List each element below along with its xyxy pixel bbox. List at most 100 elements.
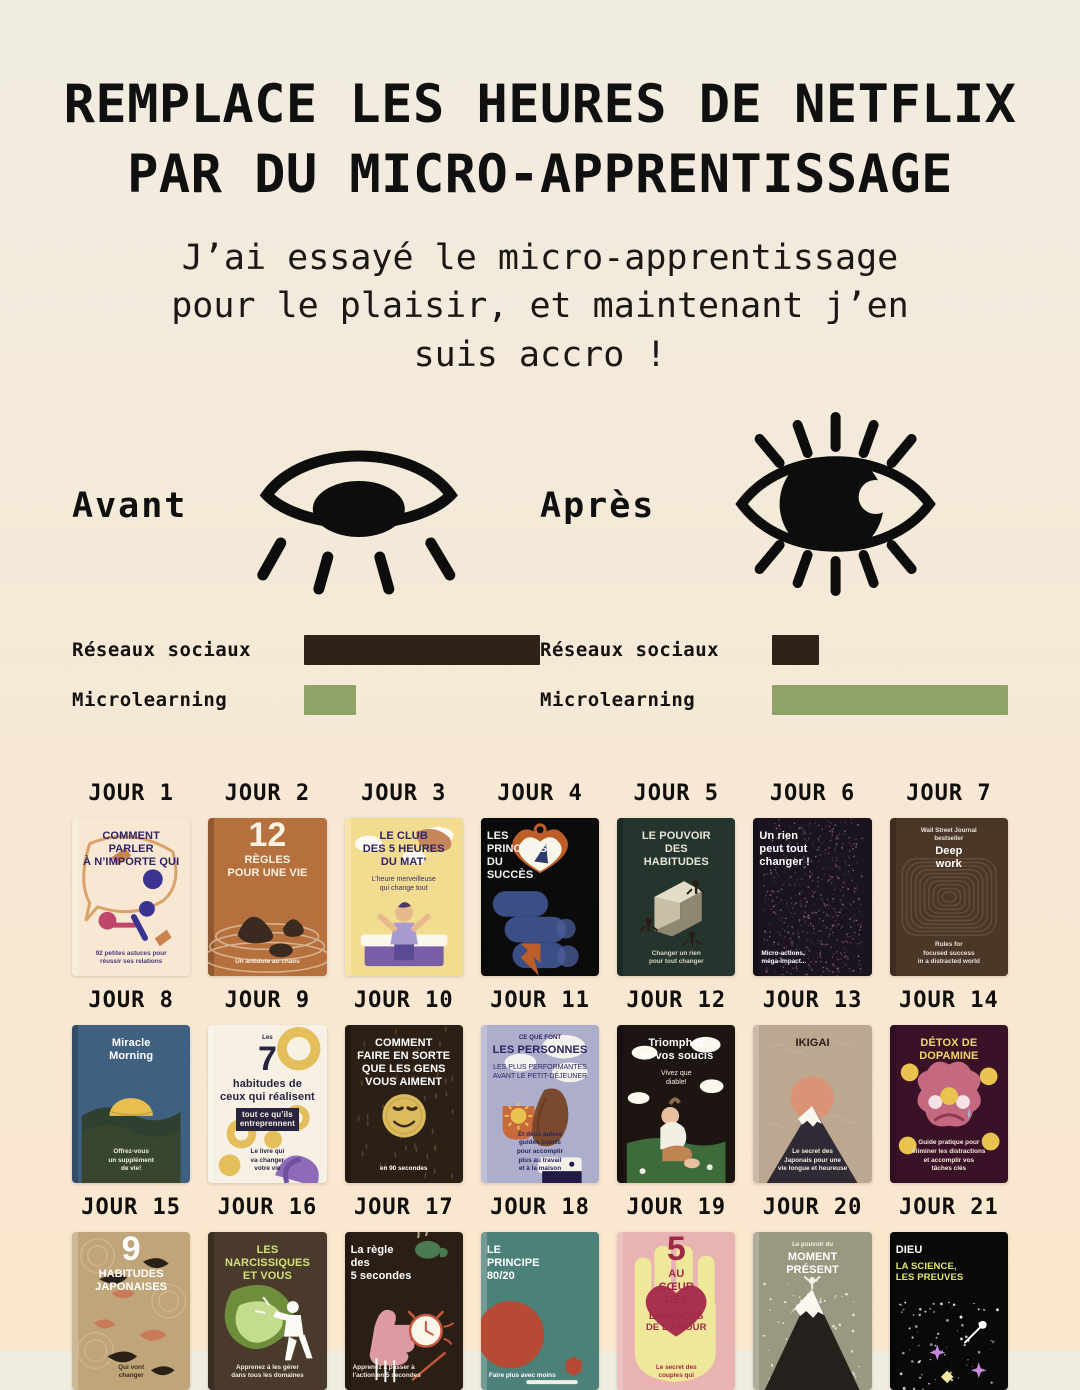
day-label: JOUR 4 xyxy=(481,781,599,806)
book-cover[interactable]: COMMENTFAIRE EN SORTEQUE LES GENSVOUS AI… xyxy=(345,1025,463,1183)
cover-footer: Le secret desJaponais pour unevie longue… xyxy=(753,1148,871,1174)
cover-footer: Faire plus avec moins xyxy=(481,1372,599,1381)
cover-number: 9 xyxy=(72,1232,190,1266)
day-cell: JOUR 11 CE QUE FONT LES PERSONNESLES PLUS… xyxy=(481,976,599,1183)
day-label: JOUR 17 xyxy=(345,1195,463,1220)
cover-eyebrow: Wall Street Journalbestseller xyxy=(913,827,985,843)
day-cell: JOUR 13 IKIGAILe secret desJaponais pour… xyxy=(753,976,871,1183)
day-label: JOUR 14 xyxy=(890,988,1008,1013)
before-after-comparison: Avant Après xyxy=(0,401,1080,611)
bar-row: Microlearning xyxy=(540,675,1008,725)
cover-footer: Offrez-vousun supplémentde vie! xyxy=(72,1148,190,1174)
day-label: JOUR 13 xyxy=(753,988,871,1013)
bar-row: Microlearning xyxy=(72,675,540,725)
day-cell: JOUR 159 HABITUDESJAPONAISESQui vontchan… xyxy=(72,1183,190,1390)
cover-title: COMMENTPARLERÀ N’IMPORTE QUI xyxy=(72,818,190,869)
subheadline-line-3: suis accro ! xyxy=(60,331,1020,379)
book-cover[interactable]: DIEU LA SCIENCE,LES PREUVES xyxy=(890,1232,1008,1390)
book-cover[interactable]: 12 RÈGLESPOUR UNE VIEUn antidote au chao… xyxy=(208,818,326,976)
book-cover[interactable]: Triomphezde vos soucisVivez quediable! xyxy=(617,1025,735,1183)
before-bars: Réseaux sociaux Microlearning xyxy=(72,625,540,725)
cover-footer: Rules forfocused successin a distracted … xyxy=(890,941,1008,967)
book-cover[interactable]: MiracleMorning Offrez-vousun supplémentde… xyxy=(72,1025,190,1183)
page-subheadline: J’ai essayé le micro-apprentissage pour … xyxy=(0,234,1080,379)
book-cover[interactable]: 5 AUCŒURDES LANGAGESDE L’AMOURLe secret … xyxy=(617,1232,735,1390)
bar-row: Réseaux sociaux xyxy=(72,625,540,675)
sleepy-eye-icon xyxy=(249,409,469,603)
cover-title: Triomphezde vos soucis xyxy=(617,1025,735,1063)
cover-footer: Le livre quiva changervotre vie xyxy=(208,1148,326,1174)
book-cover[interactable]: LESPRINCIPESDUSUCCÈS xyxy=(481,818,599,976)
cover-title: MOMENTPRÉSENT xyxy=(753,1249,871,1277)
cover-footer: en 90 secondes xyxy=(345,1165,463,1174)
bar-fill xyxy=(304,685,356,715)
headline-line-2: PAR DU MICRO-APPRENTISSAGE xyxy=(46,140,1034,210)
day-label: JOUR 19 xyxy=(617,1195,735,1220)
cover-footer: Changer un rienpour tout changer xyxy=(617,950,735,967)
cover-subtitle: LANGAGESDE L’AMOUR xyxy=(617,1307,735,1333)
cover-badge: tout ce qu’ilsentreprennent xyxy=(208,1104,326,1131)
day-cell: JOUR 5 LE POUVOIRDESHABITUDESChanger un … xyxy=(617,769,735,976)
subheadline-line-1: J’ai essayé le micro-apprentissage xyxy=(60,234,1020,282)
cover-title: DIEU xyxy=(890,1232,1008,1257)
cover-title: Deepwork xyxy=(890,843,1008,871)
after-bars: Réseaux sociaux Microlearning xyxy=(540,625,1008,725)
day-cell: JOUR 3 LE CLUBDES 5 HEURESDU MAT’L’heure… xyxy=(345,769,463,976)
cover-title: LE POUVOIRDESHABITUDES xyxy=(617,818,735,869)
day-label: JOUR 7 xyxy=(890,781,1008,806)
day-cell: JOUR 7 Wall Street Journalbestseller Deep… xyxy=(890,769,1008,976)
cover-title: AUCŒURDES xyxy=(617,1266,735,1307)
wide-open-eye-icon xyxy=(726,399,946,613)
cover-title: Un rienpeut toutchanger ! xyxy=(753,818,871,869)
cover-footer: Et deux autresguides courtspour accompli… xyxy=(481,1131,599,1174)
day-label: JOUR 18 xyxy=(481,1195,599,1220)
bar-track xyxy=(772,635,1008,665)
cover-number: 12 xyxy=(208,818,326,852)
book-cover[interactable]: Le pouvoir du MOMENTPRÉSENT xyxy=(753,1232,871,1390)
book-cover[interactable]: Wall Street Journalbestseller Deepwork Ru… xyxy=(890,818,1008,976)
bar-fill xyxy=(772,635,819,665)
day-cell: JOUR 16 LESNARCISSIQUESET VOUSApprenez à… xyxy=(208,1183,326,1390)
cover-title: LESNARCISSIQUESET VOUS xyxy=(208,1232,326,1283)
book-cover[interactable]: DÉTOX DEDOPAMINEGuide pratique pourélimi… xyxy=(890,1025,1008,1183)
cover-title: LESPRINCIPESDUSUCCÈS xyxy=(481,818,599,882)
cover-title: LEPRINCIPE80/20 xyxy=(481,1232,599,1283)
day-label: JOUR 20 xyxy=(753,1195,871,1220)
after-label: Après xyxy=(540,486,655,526)
cover-title: RÈGLESPOUR UNE VIE xyxy=(208,852,326,880)
bar-track xyxy=(772,685,1008,715)
book-cover[interactable]: LE POUVOIRDESHABITUDES Changer un rienpou… xyxy=(617,818,735,976)
cover-eyebrow: Le pouvoir du xyxy=(784,1241,841,1249)
cover-footer: 92 petites astuces pourréussir ses relat… xyxy=(72,950,190,967)
bar-label: Réseaux sociaux xyxy=(72,639,304,661)
day-cell: JOUR 19 5 AUCŒURDES LANGAGESDE L’AMOURLe … xyxy=(617,1183,735,1390)
book-cover[interactable]: Un rienpeut toutchanger !Micro-actions,m… xyxy=(753,818,871,976)
bar-row: Réseaux sociaux xyxy=(540,625,1008,675)
bar-track xyxy=(304,685,540,715)
book-cover[interactable]: IKIGAILe secret desJaponais pour unevie … xyxy=(753,1025,871,1183)
day-label: JOUR 16 xyxy=(208,1195,326,1220)
cover-footer: Qui vontchanger xyxy=(72,1364,190,1381)
day-cell: JOUR 6 Un rienpeut toutchanger !Micro-ac… xyxy=(753,769,871,976)
after-column: Après xyxy=(540,401,1008,611)
book-cover[interactable]: LEPRINCIPE80/20 Faire plus avec moins xyxy=(481,1232,599,1390)
book-cover[interactable]: CE QUE FONT LES PERSONNESLES PLUS PERFOR… xyxy=(481,1025,599,1183)
book-cover[interactable]: COMMENTPARLERÀ N’IMPORTE QUI 92 petites a… xyxy=(72,818,190,976)
book-cover[interactable]: LE CLUBDES 5 HEURESDU MAT’L’heure mervei… xyxy=(345,818,463,976)
cover-subtext: L’heure merveilleusequi change tout xyxy=(345,869,463,893)
page-headline: REMPLACE LES HEURES DE NETFLIX PAR DU MI… xyxy=(0,0,1080,210)
day-label: JOUR 8 xyxy=(72,988,190,1013)
day-cell: JOUR 17 La règledes5 secondesApprenez à … xyxy=(345,1183,463,1390)
day-label: JOUR 11 xyxy=(481,988,599,1013)
bar-fill xyxy=(304,635,540,665)
bar-label: Microlearning xyxy=(72,689,304,711)
cover-number: 5 xyxy=(617,1232,735,1266)
cover-title: LE CLUBDES 5 HEURESDU MAT’ xyxy=(345,818,463,869)
day-label: JOUR 2 xyxy=(208,781,326,806)
book-cover[interactable]: 9 HABITUDESJAPONAISESQui vontchanger xyxy=(72,1232,190,1390)
book-cover[interactable]: Les7 habitudes deceux qui réalisenttout … xyxy=(208,1025,326,1183)
cover-footer: Apprenez à passer àl’action en 5 seconde… xyxy=(345,1364,463,1381)
book-cover[interactable]: La règledes5 secondesApprenez à passer à… xyxy=(345,1232,463,1390)
book-cover[interactable]: LESNARCISSIQUESET VOUSApprenez à les gér… xyxy=(208,1232,326,1390)
cover-title: MiracleMorning xyxy=(72,1025,190,1063)
